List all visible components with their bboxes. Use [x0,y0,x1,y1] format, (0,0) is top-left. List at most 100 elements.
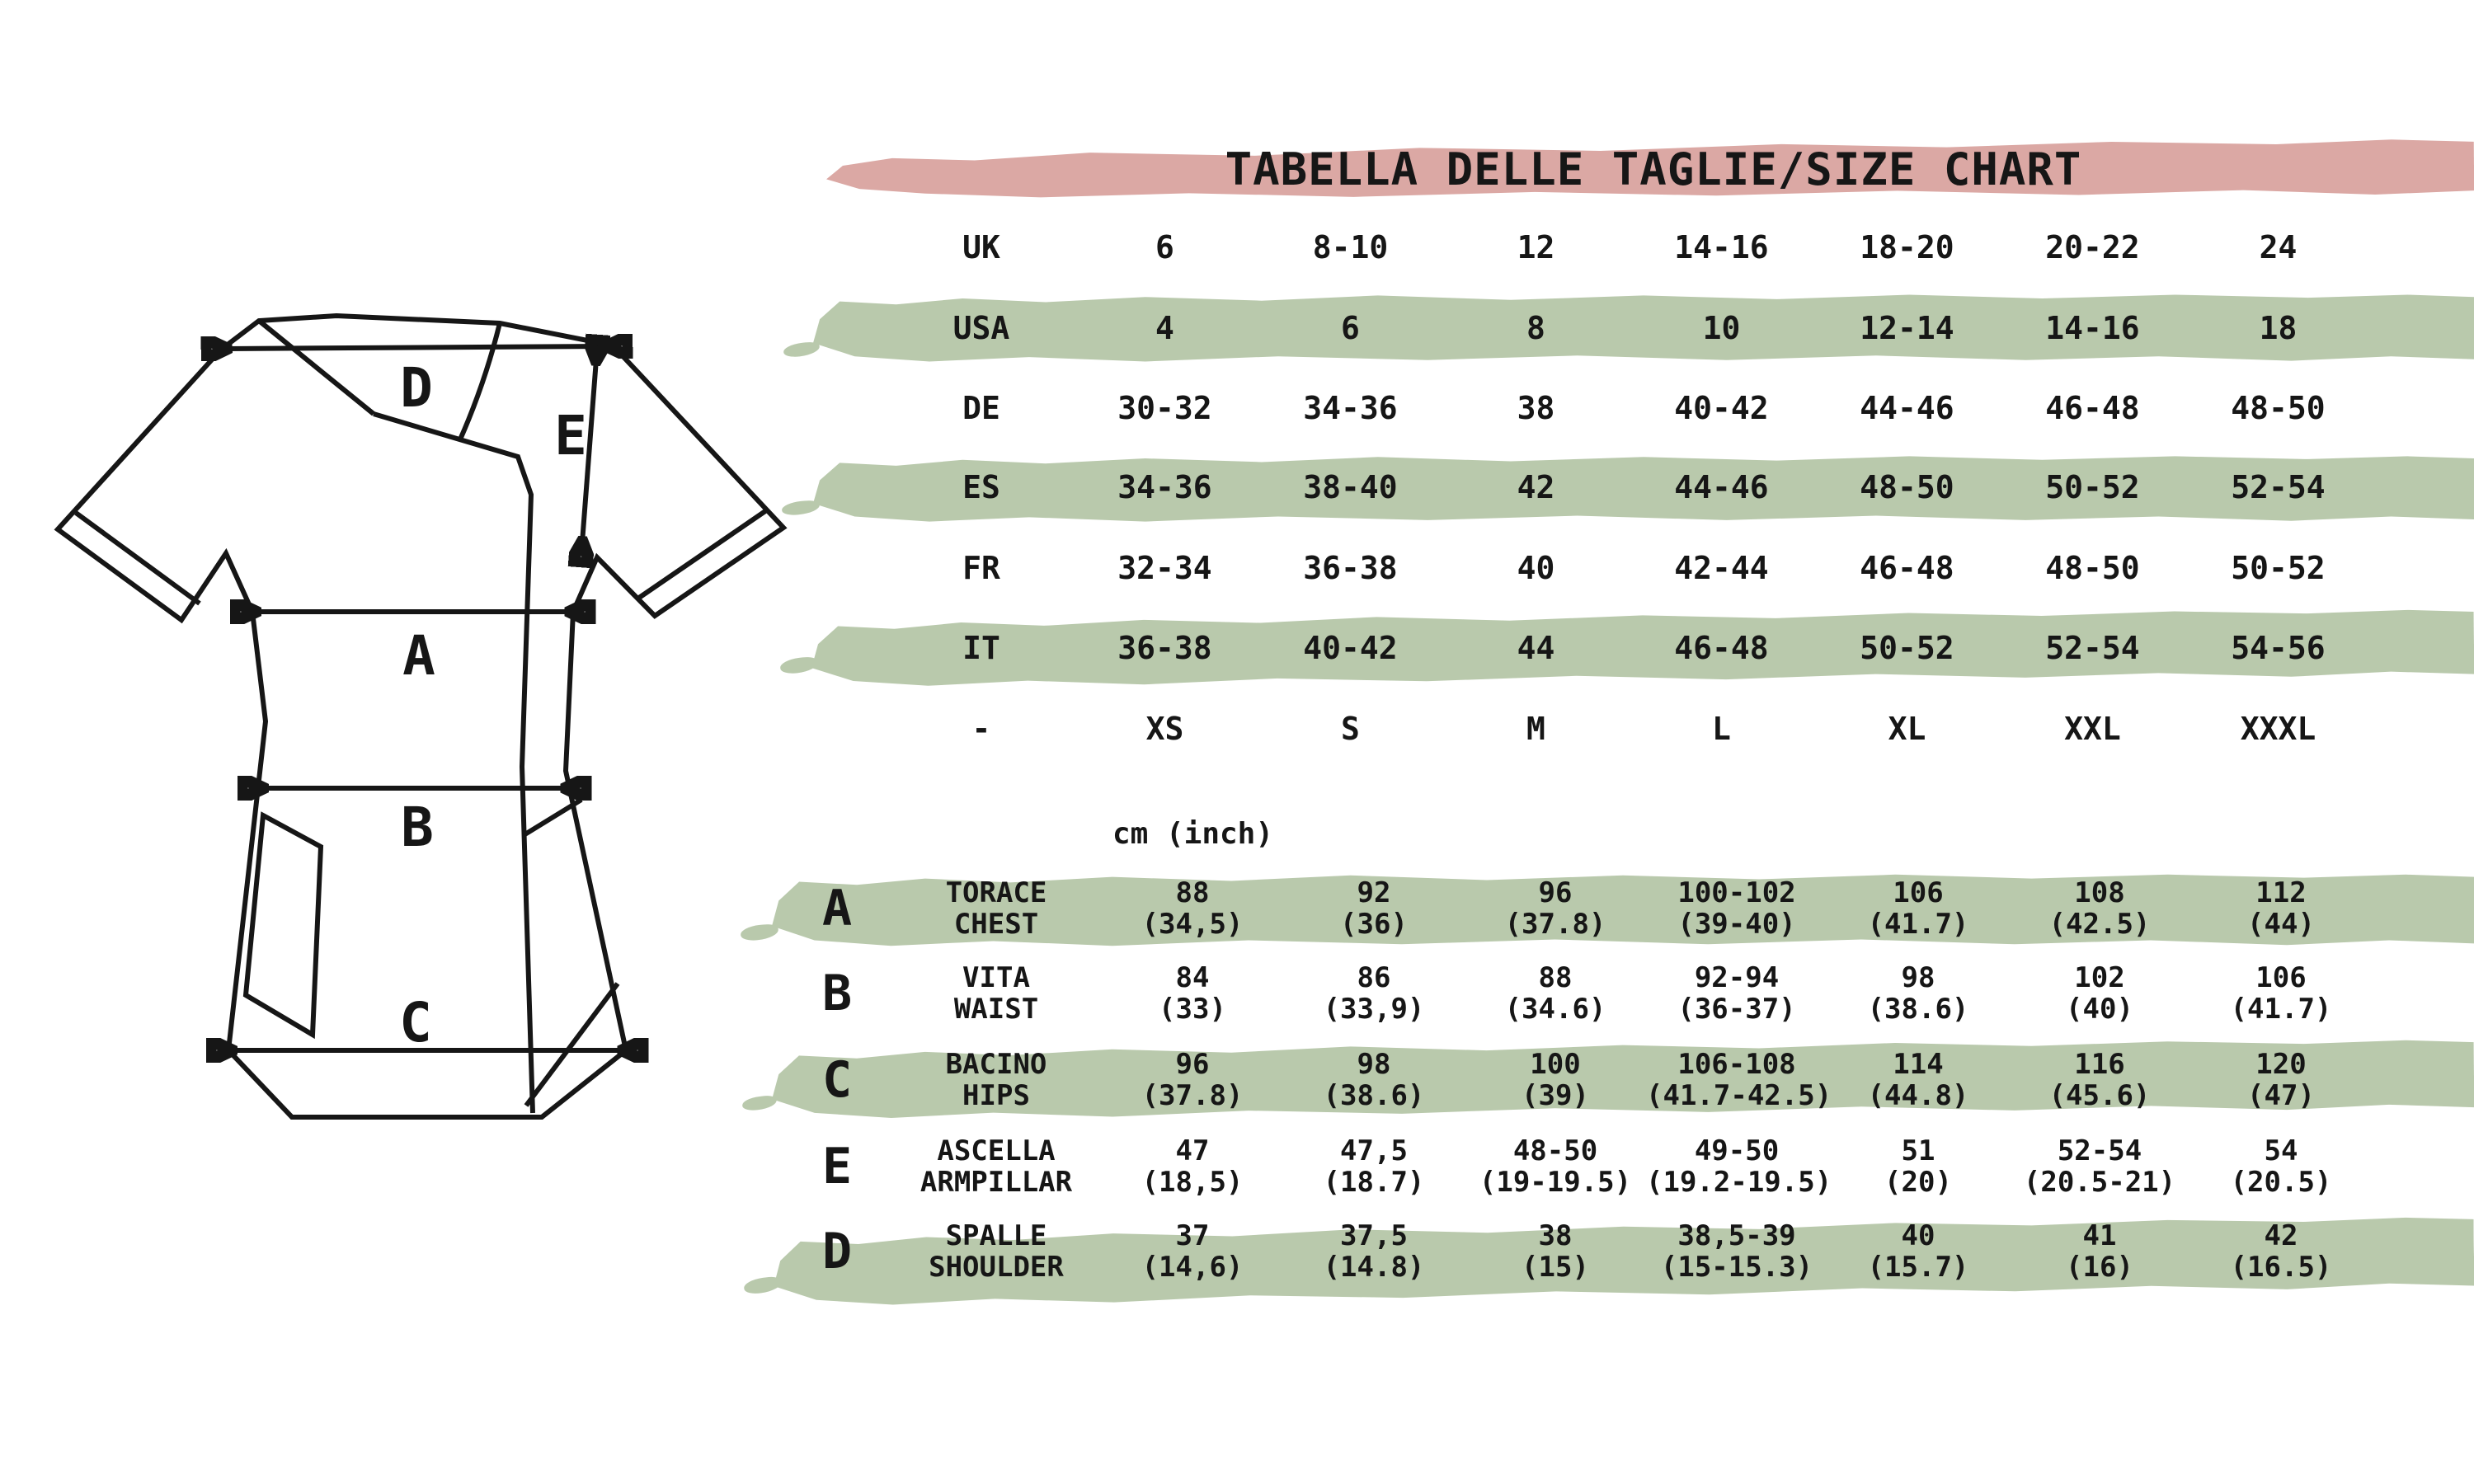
size-value: 36-38 [1117,630,1212,666]
measure-value: 41 (16) [2066,1219,2133,1284]
measure-value: 37 (14,6) [1141,1219,1244,1284]
size-row-label: FR [962,550,1000,586]
diagram-label-d: D [400,356,433,420]
size-row-label: UK [962,229,1000,265]
size-value: M [1526,711,1545,747]
measure-value: 106 (41.7) [2230,961,2332,1026]
size-value: 48-50 [2045,550,2140,586]
measure-value: 116 (45.6) [2048,1048,2151,1112]
armpit-arrow-e [582,359,596,542]
measure-value: 37,5 (14.8) [1323,1219,1425,1284]
size-value: S [1341,711,1360,747]
size-value: 6 [1341,310,1360,346]
measure-value: 47 (18,5) [1141,1134,1244,1199]
size-value: 12-14 [1860,310,1954,346]
diagram-label-a: A [402,624,435,688]
measure-letter: A [821,880,853,937]
measure-letter: E [821,1138,853,1195]
highlight-band-usa [813,294,2474,362]
measure-row-chest: A TORACE CHEST 88 (34,5) 92 (36) 96 (37.8) 100-10… [783,872,2383,945]
size-value: 50-52 [2045,469,2140,505]
size-value: 42-44 [1674,550,1769,586]
size-value: 20-22 [2045,229,2140,265]
size-value: XL [1888,711,1926,747]
shoulder-arrow-d [226,346,608,349]
measure-value: 52-54 (20.5-21) [2023,1134,2176,1199]
size-value: 40-42 [1303,630,1398,666]
measure-row-hips: C BACINO HIPS 96 (37.8) 98 (38.6) 100 (39) 106-10… [783,1044,2383,1116]
measure-value: 42 (16.5) [2230,1219,2332,1284]
measure-value: 47,5 (18.7) [1323,1134,1425,1199]
measure-letter: B [821,965,853,1022]
left-cuff-line [74,510,201,606]
size-row-de: DE 30-32 34-36 38 40-42 44-46 46-48 48-50 [891,386,2474,430]
size-value: 6 [1155,229,1174,265]
size-value: XXXL [2240,711,2316,747]
size-value: 44-46 [1674,469,1769,505]
size-value: XS [1145,711,1184,747]
size-value: 18-20 [1860,229,1954,265]
measure-value: 100 (39) [1522,1048,1589,1112]
right-cuff-line [635,509,767,602]
size-row-label: IT [962,630,1000,666]
measure-value: 98 (38.6) [1867,961,1969,1026]
measure-value: 54 (20.5) [2230,1134,2332,1199]
measure-value: 96 (37.8) [1141,1048,1244,1112]
measure-value: 106-108 (41.7-42.5) [1646,1048,1832,1112]
size-value: 8 [1526,310,1545,346]
size-row-it: IT 36-38 40-42 44 46-48 50-52 52-54 54-56 [891,626,2474,670]
size-value: 44 [1517,630,1555,666]
size-value: 12 [1517,229,1555,265]
size-value: 34-36 [1117,469,1212,505]
size-value: 50-52 [1860,630,1954,666]
size-value: 38 [1517,390,1555,426]
diagram-label-e: E [554,404,587,467]
size-value: XXL [2064,711,2121,747]
measure-name: VITA WAIST [953,961,1039,1026]
size-value: 10 [1702,310,1741,346]
measure-name: SPALLE SHOULDER [929,1219,1064,1284]
size-value: 44-46 [1860,390,1954,426]
size-row-label: - [971,711,991,747]
size-row-es: ES 34-36 38-40 42 44-46 48-50 50-52 52-54 [891,465,2474,510]
measure-value: 100-102 (39-40) [1677,876,1796,941]
size-value: 34-36 [1303,390,1398,426]
measure-value: 38,5-39 (15-15.3) [1660,1219,1813,1284]
size-value: 46-48 [1674,630,1769,666]
size-row-uk: UK 6 8-10 12 14-16 18-20 20-22 24 [891,225,2474,270]
highlight-band-es [813,456,2474,522]
diagram-label-c: C [399,991,432,1054]
size-row-label: ES [962,469,1000,505]
measure-value: 86 (33,9) [1323,961,1425,1026]
page-title: TABELLA DELLE TAGLIE/SIZE CHART [1225,143,2082,195]
size-value: 14-16 [1674,229,1769,265]
measure-value: 84 (33) [1159,961,1226,1026]
size-row-label: USA [952,310,1010,346]
size-row-intl: - XS S M L XL XXL XXXL [891,707,2474,751]
size-value: 54-56 [2231,630,2326,666]
measure-value: 88 (34.6) [1504,961,1606,1026]
measure-value: 96 (37.8) [1504,876,1606,941]
measure-name: TORACE CHEST [945,876,1047,941]
measure-row-armpillar: E ASCELLA ARMPILLAR 47 (18,5) 47,5 (18.7) 48-50… [783,1130,2383,1203]
size-value: 30-32 [1117,390,1212,426]
measure-row-shoulder: D SPALLE SHOULDER 37 (14,6) 37,5 (14.8) 38 (15) 3… [783,1215,2383,1288]
measure-name: ASCELLA ARMPILLAR [920,1134,1073,1199]
size-value: 38-40 [1303,469,1398,505]
measure-row-waist: B VITA WAIST 84 (33) 86 (33,9) 88 (34.6) 92-94 (36… [783,957,2383,1030]
size-value: 4 [1155,310,1174,346]
measure-value: 92-94 (36-37) [1677,961,1796,1026]
measure-value: 88 (34,5) [1141,876,1244,941]
left-pocket [242,811,324,1040]
size-value: 32-34 [1117,550,1212,586]
size-value: 18 [2259,310,2298,346]
size-value: 48-50 [1860,469,1954,505]
size-value: 42 [1517,469,1555,505]
size-row-usa: USA 4 6 8 10 12-14 14-16 18 [891,306,2474,350]
size-value: 50-52 [2231,550,2326,586]
size-value: 14-16 [2045,310,2140,346]
measure-letter: D [821,1223,853,1280]
measure-value: 38 (15) [1522,1219,1589,1284]
measure-value: 108 (42.5) [2048,876,2151,941]
size-value: L [1712,711,1731,747]
